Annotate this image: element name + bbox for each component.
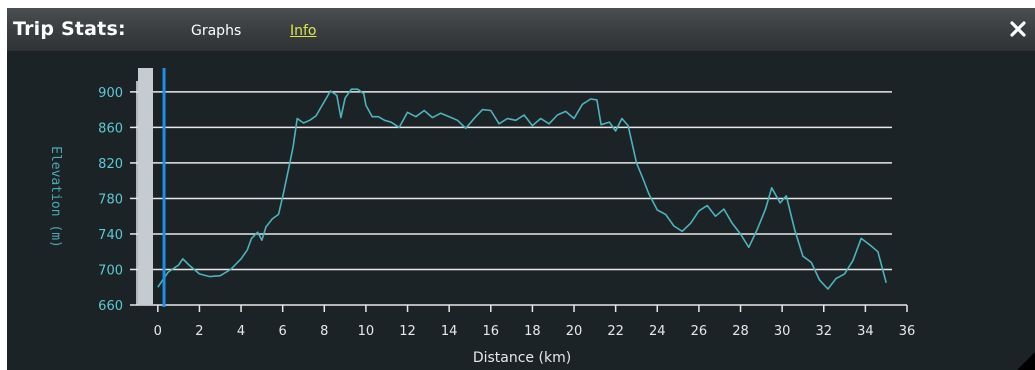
tab-graphs[interactable]: Graphs [191, 23, 242, 39]
y-tick-label-900: 900 [98, 86, 123, 101]
x-tick-label-18: 18 [524, 324, 541, 339]
x-tick-label-14: 14 [441, 324, 458, 339]
close-icon[interactable] [1005, 16, 1031, 42]
x-tick-label-10: 10 [358, 324, 375, 339]
x-tick-label-20: 20 [566, 324, 583, 339]
x-tick-label-2: 2 [195, 324, 203, 339]
y-axis-title: Elevation (m) [48, 146, 63, 248]
x-axis-title: Distance (km) [473, 350, 571, 366]
x-tick-label-30: 30 [774, 324, 791, 339]
y-tick-label-660: 660 [98, 299, 123, 314]
x-tick-label-22: 22 [607, 324, 624, 339]
panel-header: Trip Stats: Graphs Info [7, 8, 1035, 51]
y-tick-label-700: 700 [98, 263, 123, 278]
x-tick-label-4: 4 [237, 324, 245, 339]
x-tick-label-32: 32 [815, 324, 832, 339]
x-tick-label-0: 0 [154, 324, 162, 339]
y-tick-label-820: 820 [98, 157, 123, 172]
x-tick-label-28: 28 [732, 324, 749, 339]
chart-axes [130, 81, 908, 312]
scrollbar-track[interactable] [138, 68, 153, 305]
panel-title: Trip Stats: [13, 18, 126, 40]
x-tick-label-34: 34 [857, 324, 874, 339]
x-tick-label-12: 12 [399, 324, 416, 339]
x-tick-label-36: 36 [899, 324, 916, 339]
x-tick-label-6: 6 [279, 324, 287, 339]
resize-handle[interactable] [1017, 352, 1035, 370]
y-tick-label-780: 780 [98, 192, 123, 207]
trip-stats-panel: Trip Stats: Graphs Info 660 700 740 780 820 8… [7, 8, 1035, 370]
elevation-line [157, 88, 887, 290]
y-tick-label-740: 740 [98, 228, 123, 243]
x-tick-label-26: 26 [691, 324, 708, 339]
elevation-series [157, 88, 887, 290]
x-tick-label-24: 24 [649, 324, 666, 339]
x-tick-label-8: 8 [320, 324, 328, 339]
x-tick-label-16: 16 [483, 324, 500, 339]
grid-lines [137, 91, 892, 271]
tab-info[interactable]: Info [290, 23, 317, 39]
y-tick-label-860: 860 [98, 121, 123, 136]
